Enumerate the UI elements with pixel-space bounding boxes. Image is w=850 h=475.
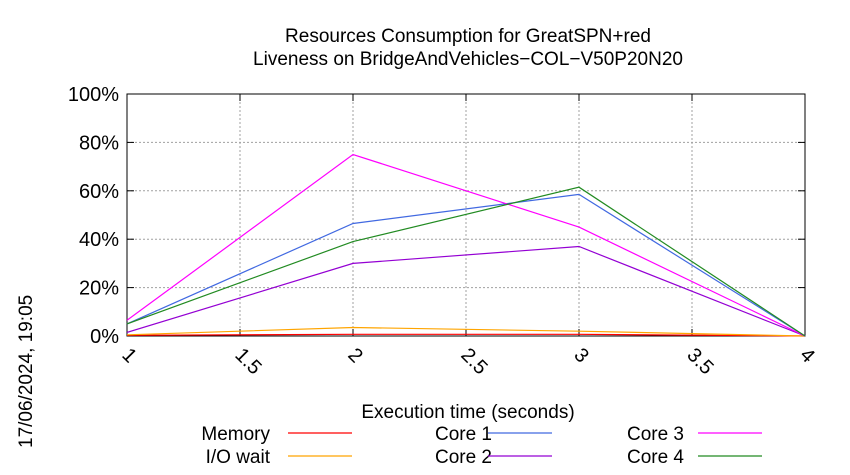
series-line-core-1 [126, 193, 806, 337]
series-line-core-2 [126, 245, 806, 337]
y-tick-label: 80% [79, 132, 119, 154]
y-tick-label: 0% [90, 326, 119, 348]
legend-label-i-o-wait: I/O wait [206, 447, 271, 468]
y-axis: 0% 20% 40% 60% 80% 100% [68, 84, 805, 348]
x-tick-label: 4 [795, 344, 818, 367]
x-axis-label: Execution time (seconds) [361, 402, 574, 423]
y-tick-label: 20% [79, 278, 119, 300]
x-tick-label: 1.5 [230, 344, 265, 379]
x-tick-label: 3.5 [682, 344, 717, 379]
chart-subtitle: Liveness on BridgeAndVehicles−COL−V50P20… [253, 49, 683, 70]
x-tick-label: 2.5 [456, 344, 491, 379]
y-tick-label: 60% [79, 181, 119, 203]
series-line-core-3 [126, 153, 806, 337]
legend-label-core-1: Core 1 [435, 424, 492, 445]
chart-title: Resources Consumption for GreatSPN+red [285, 26, 651, 47]
x-tick-label: 1 [117, 344, 140, 367]
legend-label-core-4: Core 4 [627, 447, 684, 468]
legend-label-memory: Memory [201, 424, 270, 445]
legend-label-core-2: Core 2 [435, 447, 492, 468]
x-tick-label: 3 [569, 344, 592, 367]
y-tick-label: 100% [68, 84, 119, 106]
x-tick-label: 2 [343, 344, 366, 367]
timestamp: 17/06/2024, 19:05 [16, 295, 37, 448]
y-tick-label: 40% [79, 229, 119, 251]
legend-label-core-3: Core 3 [627, 424, 684, 445]
series-lines [126, 153, 806, 337]
series-line-i-o-wait [126, 326, 806, 337]
series-line-core-4 [126, 186, 806, 337]
series-line-memory [126, 333, 806, 337]
